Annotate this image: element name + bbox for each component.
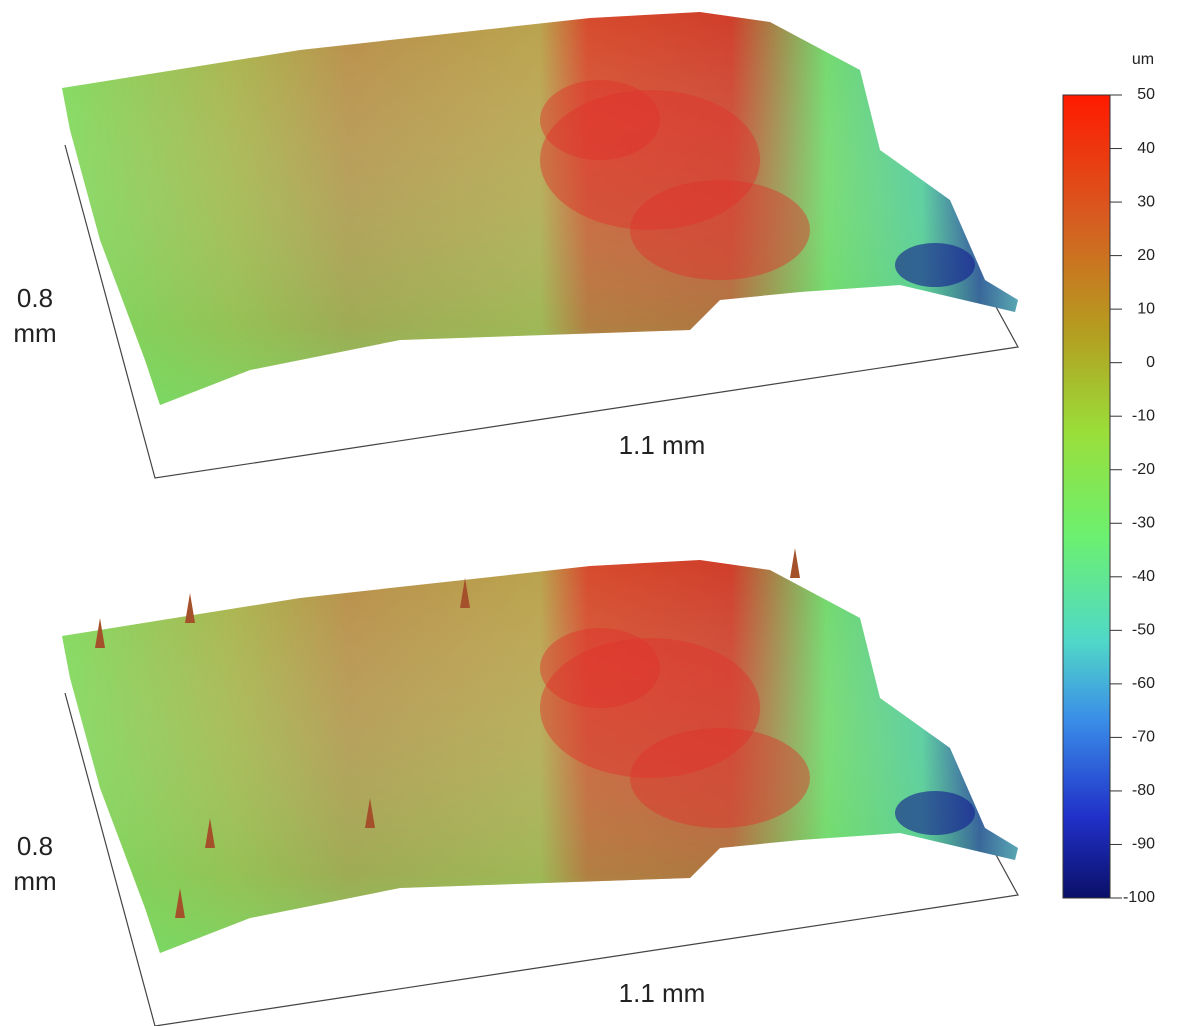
high-region <box>630 180 810 280</box>
colorbar-tick-label: 10 <box>1137 300 1155 317</box>
spike <box>205 818 215 848</box>
colorbar-tick-label: -40 <box>1132 568 1155 585</box>
x-axis-label: 1.1 mm <box>619 978 706 1008</box>
surface-shade <box>62 12 1018 405</box>
low-region <box>895 243 975 287</box>
spike <box>185 593 195 623</box>
colorbar-ticks: 50 40 30 20 10 0 -10 -20 -30 -40 -50 -60 -70 -80 -90 -1… <box>1110 86 1155 906</box>
colorbar-tick-label: -50 <box>1132 622 1155 639</box>
y-axis-label: mm <box>13 866 56 896</box>
y-axis-label: 0.8 <box>17 831 53 861</box>
colorbar-tick-label: -80 <box>1132 782 1155 799</box>
base-plane <box>64 144 1019 479</box>
colorbar-tick-label: -70 <box>1132 729 1155 746</box>
high-region <box>540 80 660 160</box>
colorbar-tick-label: -60 <box>1132 675 1155 692</box>
spike <box>790 548 800 578</box>
colorbar-tick-label: -90 <box>1132 836 1155 853</box>
colorbar-tick-label: 50 <box>1137 86 1155 103</box>
colorbar-tick-label: -100 <box>1123 889 1155 906</box>
high-region <box>630 728 810 828</box>
surface-panel: 0.8 mm 1.1 mm <box>13 548 1019 1026</box>
y-axis-label: 0.8 <box>17 283 53 313</box>
low-region <box>895 791 975 835</box>
colorbar <box>1062 94 1111 899</box>
surface-panel: 0.8 mm 1.1 mm <box>13 12 1019 479</box>
high-region <box>540 638 760 778</box>
colorbar-tick-label: -10 <box>1132 407 1155 424</box>
colorbar-unit: um <box>1132 51 1154 68</box>
colorbar-tick-label: -30 <box>1132 514 1155 531</box>
spike <box>95 618 105 648</box>
high-region <box>540 628 660 708</box>
y-axis-label: mm <box>13 318 56 348</box>
base-plane <box>64 692 1019 1026</box>
colorbar-tick-label: 20 <box>1137 247 1155 264</box>
spike <box>175 888 185 918</box>
surface-shade <box>62 560 1018 953</box>
colorbar-tick-label: 30 <box>1137 193 1155 210</box>
x-axis-label: 1.1 mm <box>619 430 706 460</box>
spike <box>365 798 375 828</box>
high-region <box>540 90 760 230</box>
colorbar-tick-label: -20 <box>1132 461 1155 478</box>
panels: 0.8 mm 1.1 mm 0.8 mm 1.1 mm <box>13 12 1019 1026</box>
colorbar-tick-label: 40 <box>1137 140 1155 157</box>
colorbar-tick-label: 0 <box>1146 354 1155 371</box>
spike <box>460 578 470 608</box>
